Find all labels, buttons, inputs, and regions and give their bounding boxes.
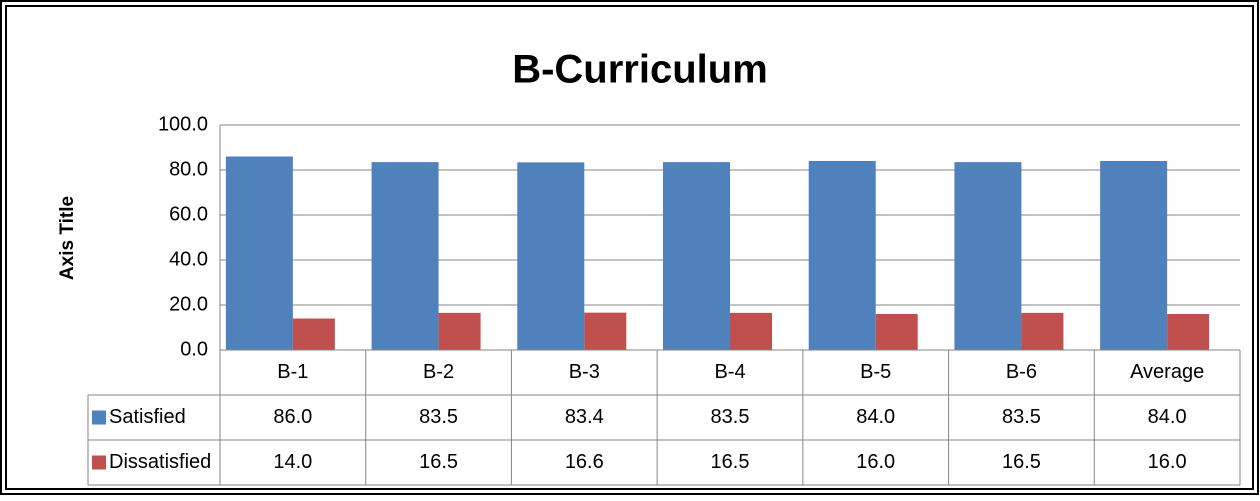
chart-title: B-Curriculum bbox=[512, 48, 768, 92]
x-tick-label: B-5 bbox=[860, 361, 891, 383]
table-value: 16.5 bbox=[711, 451, 750, 473]
bar bbox=[808, 161, 876, 350]
y-tick-label: 20.0 bbox=[169, 293, 208, 315]
table-value: 16.0 bbox=[856, 451, 895, 473]
legend-label: Dissatisfied bbox=[109, 451, 211, 473]
table-value: 16.5 bbox=[1002, 451, 1041, 473]
x-tick-label: B-3 bbox=[569, 361, 600, 383]
table-value: 16.6 bbox=[565, 451, 604, 473]
inner-frame bbox=[5, 5, 1254, 490]
x-tick-label: B-2 bbox=[423, 361, 454, 383]
bar bbox=[954, 162, 1022, 350]
y-axis-title: Axis Title bbox=[57, 196, 78, 280]
bar bbox=[1167, 314, 1210, 350]
table-value: 86.0 bbox=[273, 406, 312, 428]
table-value: 84.0 bbox=[1148, 406, 1187, 428]
x-tick-label: Average bbox=[1130, 361, 1204, 383]
bar bbox=[438, 312, 481, 350]
y-tick-label: 100.0 bbox=[158, 113, 208, 135]
bar bbox=[584, 312, 627, 350]
y-tick-label: 60.0 bbox=[169, 203, 208, 225]
legend-key bbox=[92, 410, 106, 425]
x-tick-label: B-4 bbox=[714, 361, 745, 383]
bar bbox=[225, 156, 293, 350]
legend-key bbox=[92, 455, 106, 470]
table-value: 84.0 bbox=[856, 406, 895, 428]
x-tick-label: B-6 bbox=[1006, 361, 1037, 383]
table-value: 83.5 bbox=[1002, 406, 1041, 428]
bar bbox=[875, 314, 918, 350]
bar bbox=[663, 162, 730, 350]
table-value: 83.5 bbox=[419, 406, 458, 428]
bar bbox=[292, 318, 335, 350]
table-value: 14.0 bbox=[273, 451, 312, 473]
y-tick-label: 0.0 bbox=[180, 338, 208, 360]
y-tick-label: 40.0 bbox=[169, 248, 208, 270]
table-value: 16.0 bbox=[1148, 451, 1187, 473]
bar bbox=[730, 312, 772, 350]
table-value: 83.5 bbox=[711, 406, 750, 428]
table-value: 16.5 bbox=[419, 451, 458, 473]
y-tick-label: 80.0 bbox=[169, 158, 208, 180]
x-tick-label: B-1 bbox=[277, 361, 308, 383]
bar bbox=[371, 162, 439, 350]
table-value: 83.4 bbox=[565, 406, 604, 428]
legend-label: Satisfied bbox=[109, 406, 186, 428]
bar bbox=[1021, 312, 1064, 350]
bar bbox=[1100, 161, 1168, 350]
bar bbox=[517, 162, 585, 350]
